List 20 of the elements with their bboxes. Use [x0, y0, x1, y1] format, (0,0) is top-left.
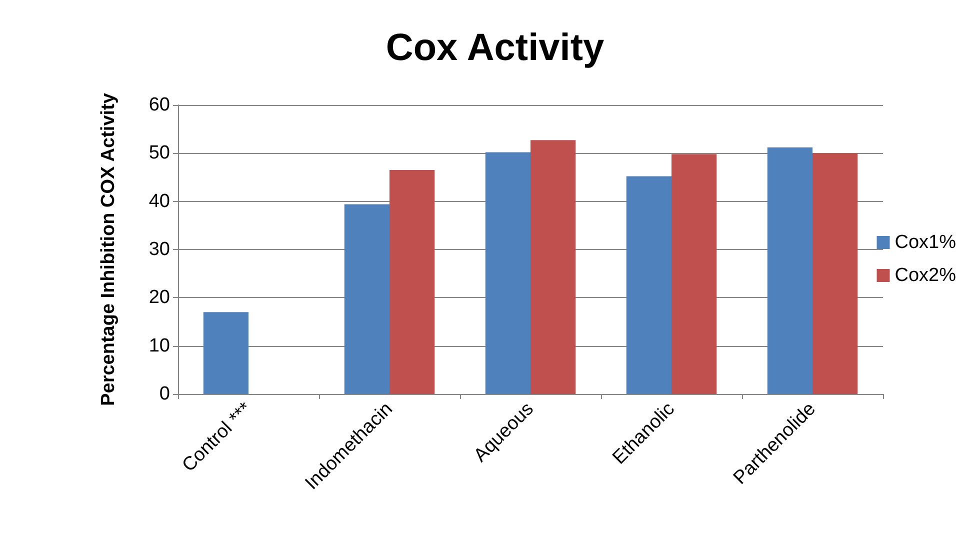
y-tick-label: 50: [148, 142, 170, 164]
bar: [344, 204, 390, 394]
bar: [812, 153, 858, 394]
legend-label: Cox2%: [894, 265, 956, 286]
y-tick-label: 30: [148, 239, 170, 260]
y-axis-title: Percentage Inhibition COX Activity: [98, 92, 119, 406]
bar: [390, 170, 435, 394]
bar: [672, 154, 717, 394]
y-tick-label: 60: [148, 94, 170, 116]
y-tick-label: 10: [148, 335, 170, 356]
y-tick-label: 0: [159, 384, 170, 404]
bar: [530, 140, 576, 394]
bar: [485, 152, 530, 394]
bar: [626, 176, 672, 394]
legend-label: Cox1%: [894, 232, 956, 253]
bar: [767, 147, 812, 394]
bar: [203, 312, 248, 394]
chart-title: Cox Activity: [386, 27, 604, 69]
y-tick-label: 20: [148, 287, 170, 308]
y-tick-label: 40: [148, 190, 170, 212]
